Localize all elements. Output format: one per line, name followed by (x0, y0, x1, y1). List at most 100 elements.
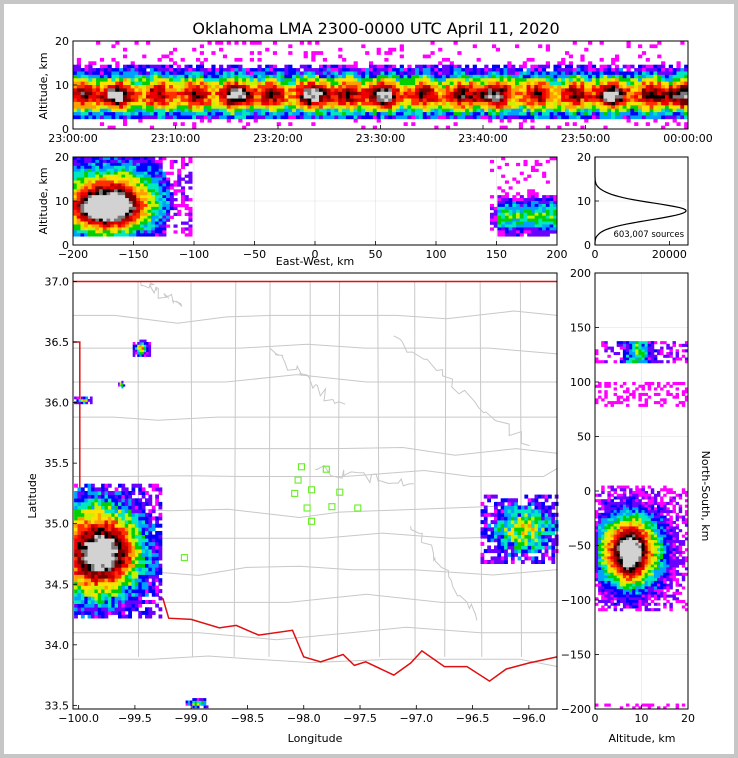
density-cell (77, 534, 82, 539)
density-cell (245, 88, 251, 93)
density-cell (527, 512, 532, 517)
density-cell (614, 108, 620, 113)
density-cell (249, 101, 254, 106)
density-cell (614, 85, 620, 89)
density-cell (141, 570, 146, 575)
density-cell (483, 505, 488, 510)
density-cell (119, 91, 124, 96)
density-cell (280, 85, 285, 89)
density-cell (124, 538, 129, 543)
density-cell (161, 54, 166, 59)
density-cell (128, 531, 132, 535)
density-cell (591, 115, 597, 120)
density-cell (222, 98, 228, 103)
density-cell (545, 81, 550, 86)
density-cell (284, 98, 289, 103)
density-cell (527, 549, 532, 554)
density-cell (121, 527, 126, 532)
density-cell (545, 88, 550, 93)
density-cell (103, 108, 108, 113)
density-cell (512, 212, 517, 217)
density-cell (117, 201, 122, 205)
density-cell (165, 85, 170, 89)
density-cell (102, 198, 107, 202)
density-cell (465, 88, 470, 93)
density-cell (653, 85, 658, 89)
density-cell (504, 523, 508, 528)
density-cell (418, 95, 424, 99)
density-cell (94, 607, 99, 612)
density-cell (97, 560, 102, 564)
density-cell (111, 501, 116, 506)
density-cell (538, 198, 543, 202)
density-cell (128, 168, 133, 173)
density-cell (117, 177, 122, 181)
density-cell (368, 115, 374, 120)
density-cell (88, 71, 93, 76)
density-cell (510, 541, 515, 546)
density-cell (453, 88, 458, 93)
density-cell (322, 95, 328, 99)
density-cell (76, 201, 81, 205)
density-cell (491, 85, 497, 89)
density-cell (553, 81, 558, 86)
density-cell (407, 101, 412, 106)
density-cell (226, 71, 231, 76)
density-cell (607, 71, 612, 76)
density-cell (143, 192, 148, 196)
density-cell (299, 112, 304, 116)
density-cell (384, 105, 389, 110)
density-cell (664, 78, 670, 82)
density-cell (84, 596, 89, 601)
density-cell (140, 230, 145, 234)
density-cell (148, 527, 153, 532)
density-cell (249, 91, 254, 96)
density-cell (415, 108, 420, 113)
density-cell (576, 95, 581, 99)
density-cell (143, 203, 148, 208)
density-cell (453, 101, 458, 106)
density-cell (122, 95, 128, 99)
density-cell (664, 105, 670, 110)
density-cell (480, 534, 485, 539)
density-cell (117, 159, 122, 164)
density-cell (365, 68, 370, 72)
density-cell (73, 203, 78, 208)
chart-title: Oklahoma LMA 2300-0000 UTC April 11, 202… (192, 19, 559, 38)
density-cell (111, 538, 116, 543)
density-cell (101, 487, 105, 492)
density-cell (349, 85, 354, 89)
density-cell (196, 81, 201, 86)
density-cell (102, 227, 107, 231)
density-cell (524, 534, 529, 539)
density-cell (531, 531, 535, 535)
density-cell (501, 221, 506, 225)
density-cell (322, 68, 328, 72)
density-cell (376, 74, 381, 79)
density-cell (534, 108, 539, 113)
density-cell (110, 195, 115, 199)
density-cell (299, 64, 304, 69)
density-cell (95, 218, 100, 222)
density-cell (284, 88, 289, 93)
density-cell (138, 531, 143, 535)
density-cell (522, 112, 527, 116)
density-cell (315, 91, 320, 96)
density-cell (84, 233, 89, 237)
density-cell (521, 520, 525, 525)
density-cell (145, 516, 149, 521)
density-cell (77, 607, 82, 612)
density-cell (154, 224, 159, 228)
density-cell (445, 81, 451, 86)
density-cell (73, 212, 78, 217)
density-cell (480, 91, 485, 96)
density-cell (107, 570, 112, 575)
density-cell (145, 552, 149, 557)
density-cell (645, 112, 650, 116)
density-cell (131, 596, 136, 601)
density-cell (565, 64, 570, 69)
density-cell (634, 115, 639, 120)
density-cell (517, 534, 522, 539)
density-cell (230, 101, 235, 106)
density-cell (676, 78, 681, 82)
